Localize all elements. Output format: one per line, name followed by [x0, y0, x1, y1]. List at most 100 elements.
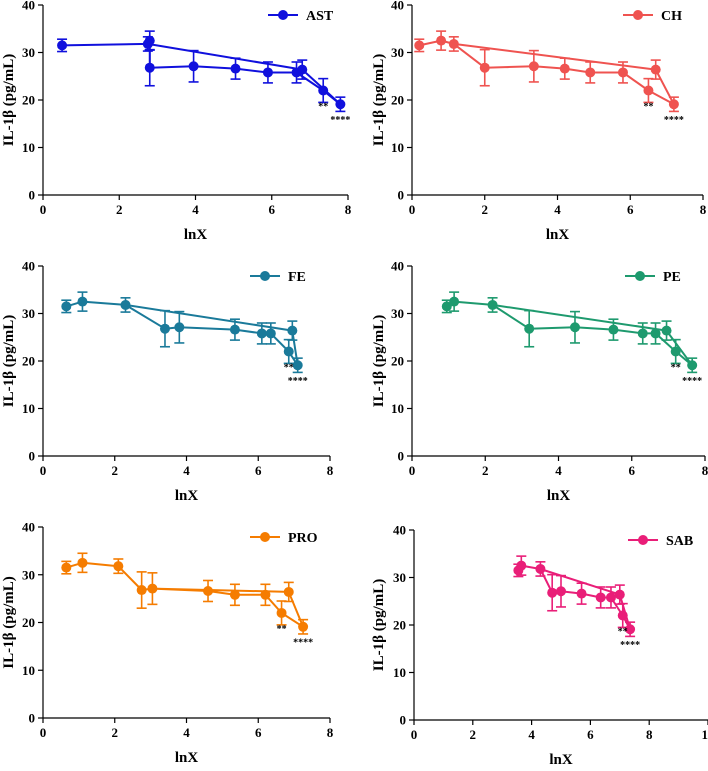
- x-axis-title: lnX: [184, 227, 208, 243]
- data-point: [670, 346, 681, 357]
- data-point: [524, 323, 535, 334]
- y-tick-label: 10: [22, 401, 35, 416]
- data-point: [605, 592, 616, 603]
- data-point: [159, 323, 170, 334]
- y-tick-label: 10: [391, 140, 404, 155]
- y-tick-label: 30: [391, 306, 404, 321]
- data-point: [283, 346, 294, 357]
- data-point: [441, 301, 452, 312]
- data-point: [77, 296, 88, 307]
- data-point: [335, 99, 346, 110]
- y-tick-label: 20: [22, 354, 35, 369]
- significance-label: **: [318, 102, 328, 113]
- legend-marker: [278, 10, 288, 20]
- x-tick-label: 2: [116, 202, 123, 217]
- legend-marker: [260, 271, 270, 281]
- significance-label: ****: [288, 376, 308, 387]
- data-point: [535, 563, 546, 574]
- significance-label: **: [618, 627, 628, 638]
- y-tick-label: 10: [22, 140, 35, 155]
- data-point: [643, 85, 654, 96]
- significance-label: ****: [620, 640, 640, 651]
- data-point: [528, 61, 539, 72]
- y-tick-label: 10: [22, 663, 35, 678]
- significance-label: **: [277, 624, 287, 635]
- series-line: [446, 300, 694, 367]
- x-tick-label: 6: [587, 727, 594, 742]
- y-tick-label: 0: [29, 449, 36, 464]
- significance-label: ****: [330, 115, 350, 126]
- data-point: [297, 64, 308, 75]
- x-tick-label: 0: [409, 463, 416, 478]
- data-point: [276, 607, 287, 618]
- data-point: [256, 328, 267, 339]
- data-point: [77, 557, 88, 568]
- series-line: [419, 39, 675, 106]
- data-point: [144, 62, 155, 73]
- data-point: [479, 62, 490, 73]
- chart-panel-sab: 0102030400246810lnXIL-1β (pg/mL)******SA…: [371, 523, 708, 768]
- y-tick-label: 30: [22, 45, 35, 60]
- data-point: [650, 64, 661, 75]
- significance-label: **: [671, 363, 681, 374]
- data-point: [262, 67, 273, 78]
- significance-label: ****: [682, 376, 702, 387]
- y-tick-label: 20: [391, 93, 404, 108]
- x-tick-label: 4: [192, 202, 199, 217]
- x-axis-title: lnX: [546, 227, 570, 243]
- x-tick-label: 4: [528, 727, 535, 742]
- x-axis-title: lnX: [175, 488, 199, 504]
- legend-label: PRO: [288, 531, 318, 546]
- x-tick-label: 8: [646, 727, 653, 742]
- x-tick-label: 6: [255, 463, 262, 478]
- x-axis-title: lnX: [547, 488, 571, 504]
- data-point: [230, 63, 241, 74]
- y-tick-label: 30: [391, 45, 404, 60]
- x-tick-label: 8: [327, 463, 334, 478]
- significance-label: **: [643, 102, 653, 113]
- data-point: [614, 589, 625, 600]
- y-tick-label: 40: [22, 520, 35, 535]
- data-point: [203, 585, 214, 596]
- x-tick-label: 0: [40, 202, 47, 217]
- x-tick-label: 0: [40, 725, 47, 740]
- y-tick-label: 40: [391, 259, 404, 274]
- y-axis-title: IL-1β (pg/mL): [1, 315, 17, 408]
- x-tick-label: 0: [40, 463, 47, 478]
- data-point: [569, 322, 580, 333]
- data-point: [188, 61, 199, 72]
- data-point: [287, 325, 298, 336]
- data-point: [298, 621, 309, 632]
- x-tick-label: 0: [411, 727, 418, 742]
- data-point: [414, 40, 425, 51]
- x-tick-label: 2: [112, 725, 119, 740]
- x-tick-label: 2: [482, 202, 489, 217]
- y-tick-label: 20: [393, 618, 406, 633]
- y-tick-label: 0: [29, 711, 36, 726]
- legend-label: AST: [306, 9, 334, 24]
- data-point: [595, 592, 606, 603]
- legend-marker: [633, 10, 643, 20]
- data-point: [57, 40, 68, 51]
- data-point: [436, 35, 447, 46]
- legend-marker: [260, 532, 270, 542]
- y-tick-label: 10: [391, 401, 404, 416]
- data-point: [449, 296, 460, 307]
- data-point: [265, 328, 276, 339]
- x-tick-label: 6: [255, 725, 262, 740]
- data-point: [668, 99, 679, 110]
- y-tick-label: 30: [393, 570, 406, 585]
- legend-label: SAB: [666, 534, 693, 549]
- data-point: [559, 63, 570, 74]
- data-point: [687, 360, 698, 371]
- data-point: [260, 589, 271, 600]
- data-point: [617, 67, 628, 78]
- x-tick-label: 6: [629, 463, 636, 478]
- data-point: [576, 588, 587, 599]
- data-point: [516, 560, 527, 571]
- y-tick-label: 0: [398, 449, 405, 464]
- y-tick-label: 20: [22, 615, 35, 630]
